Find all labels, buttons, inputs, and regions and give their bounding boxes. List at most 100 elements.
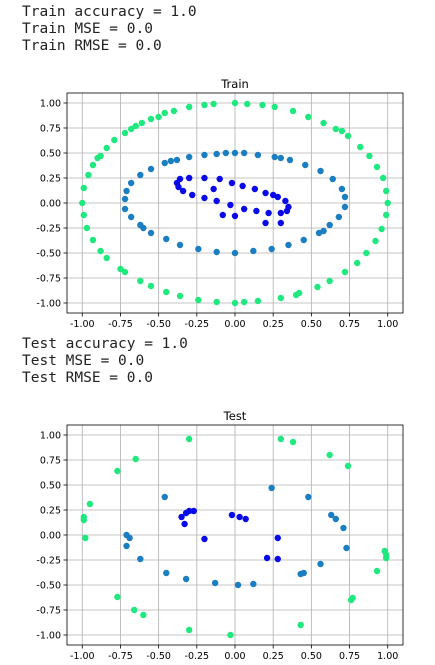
- point-outer: [289, 107, 297, 115]
- point-outer: [277, 294, 285, 302]
- x-tick-label: 0.25: [263, 651, 284, 662]
- point-inner: [228, 179, 236, 187]
- chart-title: Test: [223, 409, 247, 423]
- x-tick-label: -0.25: [185, 651, 210, 662]
- y-tick-label: 0.25: [40, 506, 61, 517]
- point-inner: [262, 189, 269, 197]
- point-inner: [283, 207, 291, 215]
- point-inner: [181, 520, 188, 528]
- point-middle: [297, 570, 304, 578]
- y-tick-label: -0.25: [36, 224, 61, 235]
- point-outer: [201, 101, 208, 109]
- x-tick-label: -0.25: [185, 319, 210, 330]
- point-outer: [297, 621, 304, 629]
- point-inner: [239, 182, 246, 190]
- point-outer: [231, 99, 239, 107]
- point-outer: [121, 129, 129, 137]
- point-middle: [338, 185, 346, 193]
- point-outer: [213, 298, 220, 306]
- x-tick-label: 0.00: [224, 651, 245, 662]
- point-outer: [363, 249, 370, 257]
- x-tick-label: 0.00: [224, 319, 245, 330]
- point-outer: [210, 100, 217, 108]
- point-middle: [268, 484, 275, 492]
- point-outer: [114, 593, 121, 601]
- point-outer: [338, 127, 346, 135]
- point-inner: [227, 201, 234, 209]
- point-middle: [343, 544, 350, 552]
- point-middle: [317, 167, 324, 175]
- point-inner: [262, 219, 269, 227]
- point-middle: [161, 159, 168, 167]
- point-outer: [140, 611, 147, 619]
- point-outer: [137, 277, 144, 285]
- point-outer: [344, 132, 352, 140]
- point-outer: [344, 462, 352, 470]
- test-mse-text: Test MSE = 0.0: [22, 353, 145, 369]
- chart-test: Test -1.00 -0.75 -0.50 -0.25 0.00 0.25 0.50 0.75…: [36, 409, 404, 662]
- point-inner: [282, 197, 289, 205]
- x-tick-label: 1.00: [377, 319, 398, 330]
- point-outer: [332, 125, 339, 133]
- point-middle: [123, 542, 130, 550]
- point-outer: [103, 144, 110, 152]
- point-middle: [341, 193, 349, 201]
- point-inner: [213, 197, 220, 205]
- point-outer: [185, 626, 193, 634]
- point-middle: [127, 179, 135, 187]
- plot-frame: [66, 424, 404, 646]
- plot-frame: [66, 92, 404, 314]
- point-outer: [383, 211, 390, 219]
- point-inner: [274, 555, 281, 563]
- point-middle: [147, 165, 155, 173]
- point-middle: [317, 560, 324, 568]
- point-middle: [302, 161, 309, 169]
- point-outer: [86, 500, 94, 508]
- chart-title: Train: [220, 77, 249, 91]
- point-inner: [189, 191, 196, 199]
- point-outer: [82, 534, 89, 542]
- point-outer: [132, 455, 139, 463]
- point-middle: [213, 150, 220, 158]
- point-middle: [300, 236, 307, 244]
- x-tick-label: -1.00: [70, 651, 95, 662]
- train-rmse-text: Train RMSE = 0.0: [22, 38, 162, 54]
- y-tick-label: -0.50: [36, 249, 61, 260]
- point-outer: [89, 236, 97, 244]
- point-middle: [161, 493, 168, 501]
- y-tick-label: 0.75: [40, 124, 61, 135]
- point-outer: [97, 152, 104, 160]
- point-outer: [170, 107, 178, 115]
- point-outer: [103, 254, 110, 262]
- point-outer: [80, 211, 88, 219]
- point-middle: [127, 213, 135, 221]
- point-middle: [163, 569, 170, 577]
- point-outer: [326, 277, 333, 285]
- point-outer: [366, 152, 373, 160]
- point-inner: [179, 187, 187, 195]
- point-outer: [89, 161, 97, 169]
- point-inner: [242, 515, 249, 523]
- point-middle: [121, 205, 129, 213]
- y-tick-label: -0.75: [36, 274, 61, 285]
- point-inner: [240, 205, 248, 213]
- x-tick-label: 0.50: [301, 319, 322, 330]
- point-outer: [379, 174, 387, 182]
- point-inner: [253, 207, 260, 215]
- point-middle: [328, 511, 335, 519]
- y-tick-label: 0.00: [40, 531, 61, 542]
- point-middle: [147, 229, 155, 237]
- test-rmse-text: Test RMSE = 0.0: [22, 370, 153, 386]
- point-outer: [231, 299, 239, 307]
- point-middle: [137, 171, 144, 179]
- point-middle: [137, 555, 144, 563]
- point-inner: [210, 185, 217, 193]
- train-accuracy-text: Train accuracy = 1.0: [22, 4, 197, 20]
- point-middle: [320, 227, 327, 235]
- point-outer: [254, 297, 262, 305]
- point-outer: [314, 283, 321, 291]
- point-inner: [251, 185, 259, 193]
- point-middle: [211, 579, 219, 587]
- point-outer: [341, 268, 349, 276]
- point-outer: [277, 435, 285, 443]
